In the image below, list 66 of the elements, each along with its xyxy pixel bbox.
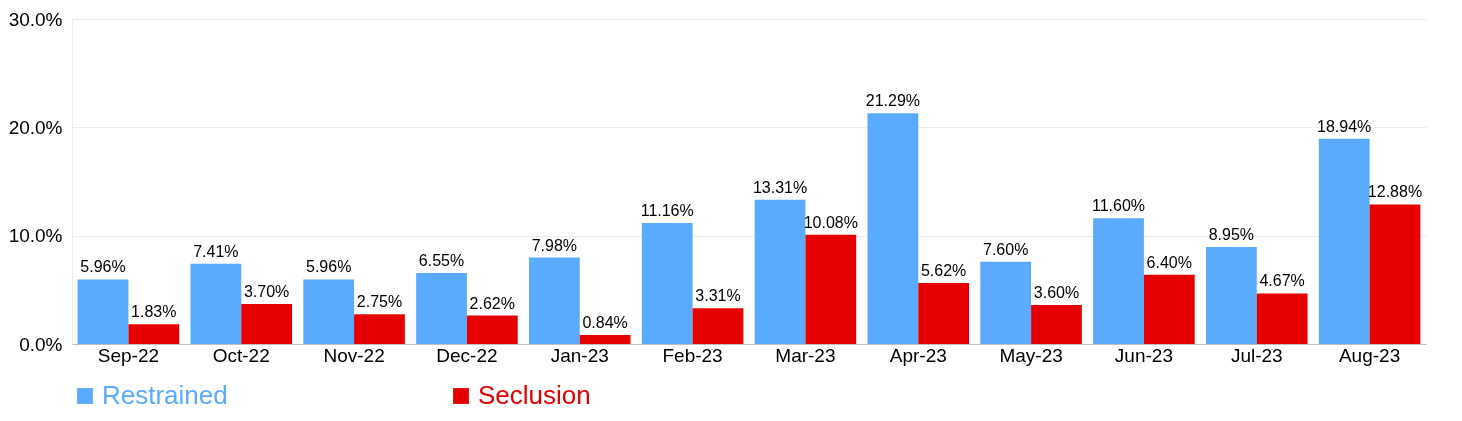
bar xyxy=(466,315,518,344)
bar xyxy=(579,334,631,344)
x-tick-label: Jul-23 xyxy=(1230,344,1283,366)
bar xyxy=(77,279,129,344)
data-label: 2.75% xyxy=(356,293,403,311)
data-label: 8.95% xyxy=(1208,226,1255,244)
bar xyxy=(241,303,293,344)
data-label: 11.60% xyxy=(1091,197,1146,215)
x-tick-label: Nov-22 xyxy=(323,344,385,366)
bar xyxy=(1143,274,1195,344)
bar xyxy=(128,324,180,344)
data-label: 13.31% xyxy=(752,178,808,196)
bar xyxy=(354,314,405,344)
bar xyxy=(190,263,242,344)
bar xyxy=(641,223,693,344)
data-label: 10.08% xyxy=(803,213,858,231)
y-tick-label: 30.0% xyxy=(8,8,63,30)
legend-label: Seclusion xyxy=(478,380,591,410)
data-label: 5.96% xyxy=(306,258,352,276)
data-label: 7.60% xyxy=(983,240,1029,258)
x-tick-label: Jan-23 xyxy=(550,344,609,366)
bar xyxy=(867,113,919,344)
bar xyxy=(918,283,970,344)
data-label: 3.70% xyxy=(243,282,290,300)
data-label: 21.29% xyxy=(865,92,920,110)
bar xyxy=(416,273,467,344)
x-tick-label: Feb-23 xyxy=(662,344,723,366)
data-label: 2.62% xyxy=(469,294,515,312)
data-label: 18.94% xyxy=(1317,117,1372,135)
bar xyxy=(1093,218,1144,344)
bar xyxy=(1205,247,1257,344)
x-tick-label: Jun-23 xyxy=(1114,344,1173,366)
data-label: 5.96% xyxy=(80,258,126,276)
y-tick-label: 10.0% xyxy=(8,225,63,247)
bar xyxy=(980,261,1032,344)
bar xyxy=(303,279,355,344)
y-tick-label: 20.0% xyxy=(8,116,63,138)
bar xyxy=(1031,305,1082,344)
bar xyxy=(754,199,806,344)
data-label: 12.88% xyxy=(1367,183,1423,201)
data-label: 7.41% xyxy=(193,242,239,260)
bar xyxy=(1318,138,1370,344)
data-label: 11.16% xyxy=(640,202,694,220)
data-label: 7.98% xyxy=(531,236,578,254)
data-label: 3.60% xyxy=(1033,284,1080,301)
bar xyxy=(805,234,857,344)
bar xyxy=(1256,293,1308,344)
x-tick-label: Oct-22 xyxy=(212,344,270,366)
x-tick-label: Mar-23 xyxy=(775,344,836,366)
data-label: 6.40% xyxy=(1146,253,1192,271)
x-tick-label: Dec-22 xyxy=(436,344,498,366)
bar xyxy=(692,308,744,344)
data-label: 1.83% xyxy=(131,303,177,321)
x-tick-label: Aug-23 xyxy=(1338,344,1401,366)
data-label: 5.62% xyxy=(920,262,967,280)
bar xyxy=(528,257,580,344)
data-label: 3.31% xyxy=(695,287,741,305)
y-tick-label: 0.0% xyxy=(19,333,63,355)
data-label: 0.84% xyxy=(582,313,628,331)
x-tick-label: Sep-22 xyxy=(97,344,160,366)
legend-label: Restrained xyxy=(102,380,228,410)
x-tick-label: Apr-23 xyxy=(889,344,947,366)
x-tick-label: May-23 xyxy=(999,344,1063,366)
bar xyxy=(1369,204,1421,344)
data-label: 6.55% xyxy=(418,252,465,270)
data-label: 4.67% xyxy=(1259,272,1305,290)
